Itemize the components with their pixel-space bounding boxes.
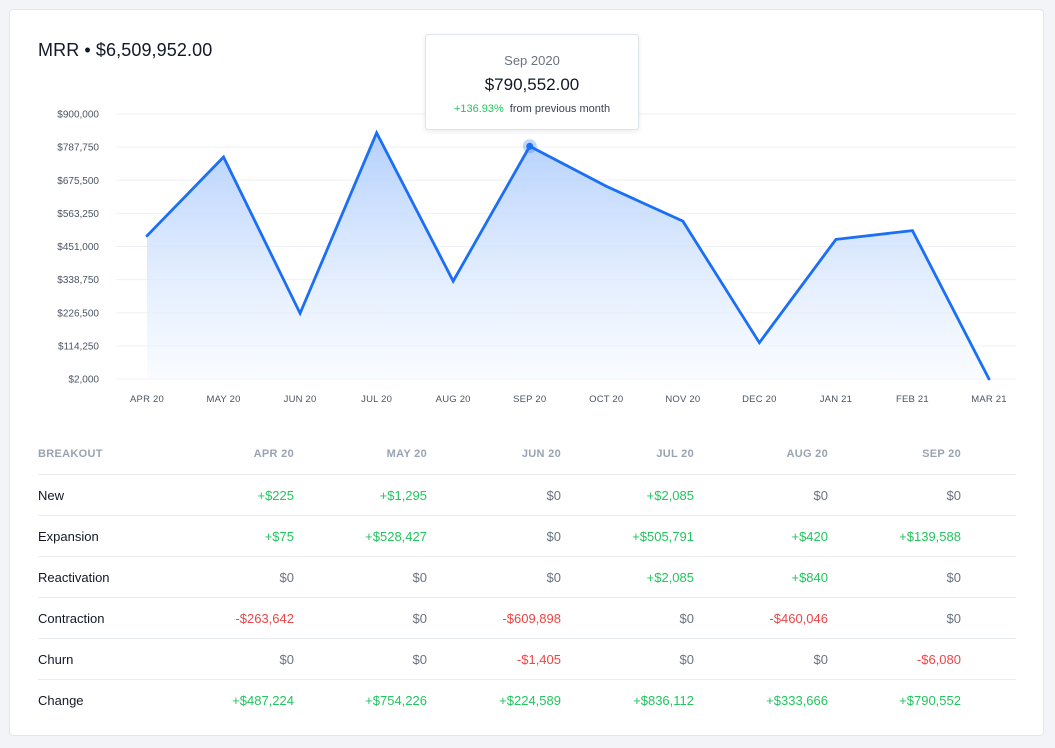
table-cell: $0 <box>294 597 427 639</box>
x-tick-label: OCT 20 <box>589 394 623 405</box>
table-cell: $0 <box>694 638 828 680</box>
tooltip-value: $790,552.00 <box>484 75 580 94</box>
table-cell: $0 <box>694 474 828 516</box>
y-tick-label: $675,500 <box>57 176 99 187</box>
tooltip-date: Sep 2020 <box>504 53 560 68</box>
x-tick-label: APR 20 <box>130 394 164 405</box>
col-header: JUL 20 <box>561 434 694 475</box>
table-cell: +$139,588 <box>828 515 961 557</box>
table-cell: +$528,427 <box>294 515 427 557</box>
table-cell: $0 <box>294 638 427 680</box>
row-label: Expansion <box>38 515 164 557</box>
row-label: Contraction <box>38 597 164 639</box>
table-cell: $0 <box>561 638 694 680</box>
table-cell: -$460,046 <box>694 597 828 639</box>
table-row-churn: Churn $0 $0 -$1,405 $0 $0 -$6,080 <box>38 638 1016 680</box>
table-cell: +$505,791 <box>561 515 694 557</box>
table-row-reactivation: Reactivation $0 $0 $0 +$2,085 +$840 $0 <box>38 556 1016 598</box>
x-tick-label: DEC 20 <box>742 394 776 405</box>
table-cell: $0 <box>828 597 961 639</box>
table-cell: +$225 <box>164 474 294 516</box>
table-cell: +$836,112 <box>633 692 694 708</box>
table-cell: $0 <box>561 597 694 639</box>
x-tick-label: MAY 20 <box>206 394 240 405</box>
x-tick-label: AUG 20 <box>436 394 471 405</box>
y-tick-label: $2,000 <box>68 375 99 386</box>
table-cell: $0 <box>427 556 561 598</box>
table-cell: +$754,226 <box>365 692 427 708</box>
table-cell: +$2,085 <box>561 474 694 516</box>
table-cell: +$333,666 <box>766 692 828 708</box>
row-label: Change <box>38 692 84 708</box>
tooltip-change-text: from previous month <box>509 103 611 115</box>
x-tick-label: JAN 21 <box>820 394 852 405</box>
table-cell: $0 <box>164 556 294 598</box>
table-cell: +$224,589 <box>499 692 561 708</box>
col-header: APR 20 <box>164 434 294 475</box>
breakout-table: BREAKOUT APR 20 MAY 20 JUN 20 JUL 20 AUG… <box>38 434 1016 720</box>
col-header: MAY 20 <box>294 434 427 475</box>
col-header: AUG 20 <box>694 434 828 475</box>
page-title: MRR • $6,509,952.00 <box>38 40 213 60</box>
table-cell: -$609,898 <box>427 597 561 639</box>
table-cell: +$840 <box>694 556 828 598</box>
col-spacer <box>961 434 1016 475</box>
x-tick-label: JUL 20 <box>361 394 392 405</box>
x-axis: APR 20 MAY 20 JUN 20 JUL 20 AUG 20 SEP 20 OCT … <box>130 394 1007 405</box>
x-tick-label: JUN 20 <box>284 394 317 405</box>
table-row-change: Change +$487,224 +$754,226 +$224,589 +$8… <box>38 680 1016 721</box>
table-cell: +$790,552 <box>899 692 961 708</box>
table-cell: -$6,080 <box>828 638 961 680</box>
table-cell: -$1,405 <box>427 638 561 680</box>
y-tick-label: $451,000 <box>57 242 99 253</box>
table-cell: $0 <box>427 474 561 516</box>
table-row-expansion: Expansion +$75 +$528,427 $0 +$505,791 +$… <box>38 515 1016 557</box>
table-row-new: New +$225 +$1,295 $0 +$2,085 $0 $0 <box>38 474 1016 516</box>
series-line <box>145 129 991 381</box>
table-cell: +$75 <box>164 515 294 557</box>
x-tick-label: MAR 21 <box>971 394 1007 405</box>
chart-tooltip: Sep 2020 $790,552.00 +136.93% from previo… <box>425 34 639 130</box>
tooltip-change: +136.93% from previous month <box>426 103 638 115</box>
area-layer <box>145 129 991 381</box>
y-tick-label: $338,750 <box>57 275 99 286</box>
table-cell: $0 <box>427 515 561 557</box>
x-tick-label: SEP 20 <box>513 394 546 405</box>
row-label: New <box>38 474 164 516</box>
y-axis: $2,000 $114,250 $226,500 $338,750 $451,000 $5… <box>57 110 99 386</box>
table-row-contraction: Contraction -$263,642 $0 -$609,898 $0 -$… <box>38 597 1016 639</box>
y-tick-label: $563,250 <box>57 209 99 220</box>
mrr-area-chart[interactable]: $2,000 $114,250 $226,500 $338,750 $451,000 $5… <box>0 0 1055 420</box>
col-header: JUN 20 <box>427 434 561 475</box>
row-label: Churn <box>38 638 164 680</box>
y-tick-label: $226,500 <box>57 308 99 319</box>
table-cell: $0 <box>164 638 294 680</box>
row-label: Reactivation <box>38 556 164 598</box>
highlight-point[interactable] <box>526 142 534 150</box>
table-cell: +$1,295 <box>294 474 427 516</box>
y-tick-label: $114,250 <box>58 341 99 352</box>
points-layer <box>522 139 537 154</box>
table-cell: $0 <box>828 556 961 598</box>
table-cell: +$420 <box>694 515 828 557</box>
table-cell: -$263,642 <box>164 597 294 639</box>
y-tick-label: $787,750 <box>57 143 99 154</box>
tooltip-change-pct: +136.93% <box>453 103 504 115</box>
table-cell: +$2,085 <box>561 556 694 598</box>
y-tick-label: $900,000 <box>57 110 99 121</box>
col-header: SEP 20 <box>828 434 961 475</box>
table-cell: $0 <box>828 474 961 516</box>
x-tick-label: FEB 21 <box>896 394 929 405</box>
x-tick-label: NOV 20 <box>665 394 700 405</box>
col-header-breakout: BREAKOUT <box>38 434 164 475</box>
table-cell: +$487,224 <box>232 692 294 708</box>
table-cell: $0 <box>294 556 427 598</box>
table-header-row: BREAKOUT APR 20 MAY 20 JUN 20 JUL 20 AUG… <box>38 434 1016 475</box>
